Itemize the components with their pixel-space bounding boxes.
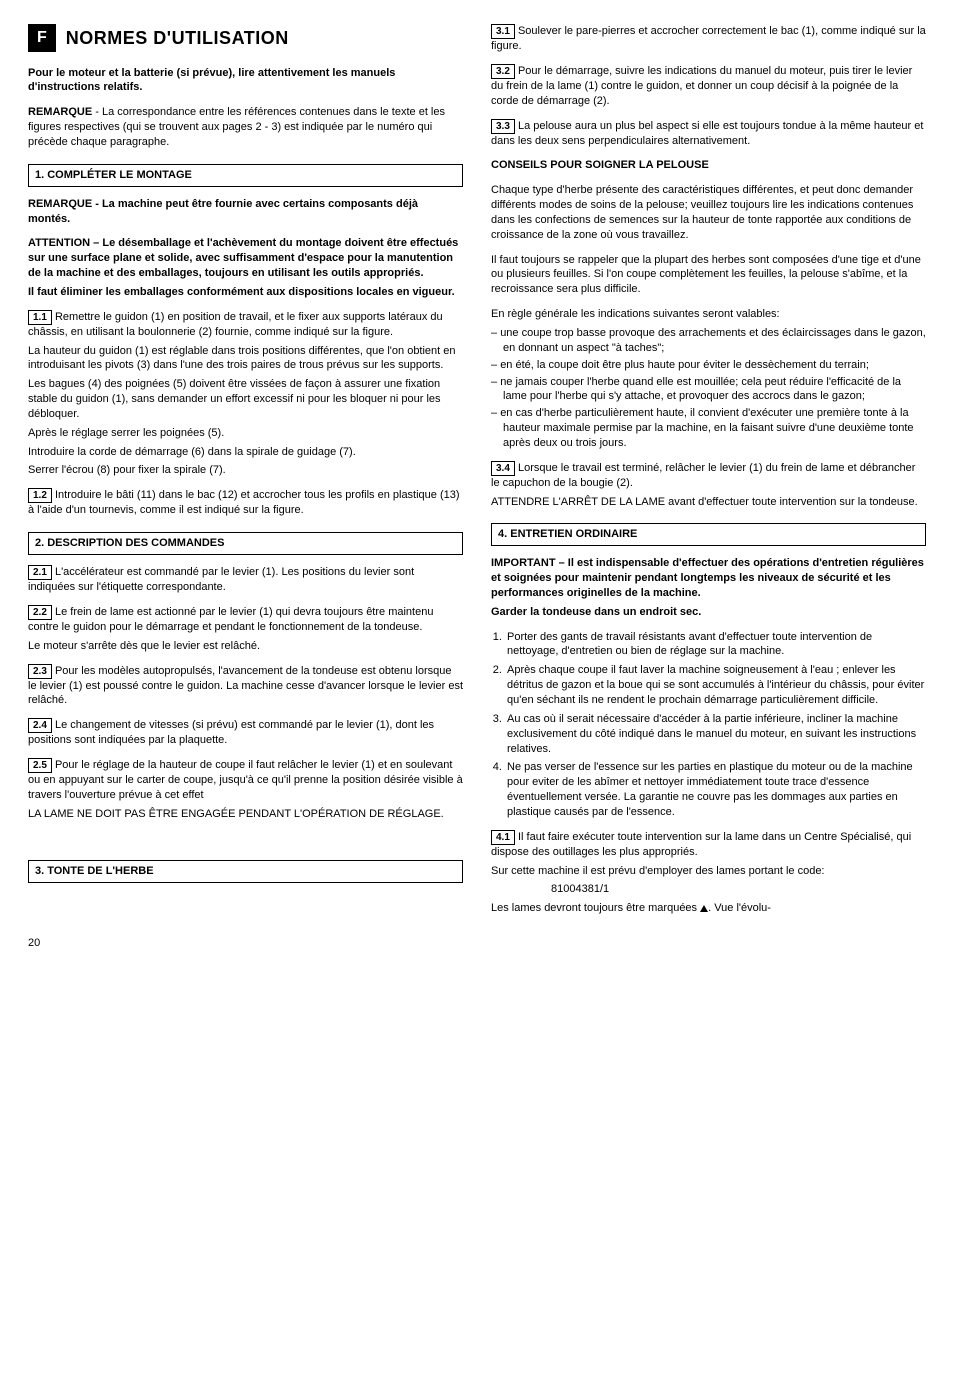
block-2-4: 2.4 Le changement de vitesses (si prévu)… (28, 718, 463, 748)
section-3-header: 3. TONTE DE L'HERBE (28, 860, 463, 883)
numbox-1-2: 1.2 (28, 488, 52, 503)
triangle-icon (700, 905, 708, 912)
s4-p1: IMPORTANT – Il est indispensable d'effec… (491, 556, 926, 601)
numbox-3-2: 3.2 (491, 64, 515, 79)
block-2-1: 2.1 L'accélérateur est commandé par le l… (28, 565, 463, 595)
s4-last-line: Les lames devront toujours être marquées… (491, 901, 926, 916)
list-item: Ne pas verser de l'essence sur les parti… (505, 760, 926, 819)
s1-p3: Il faut éliminer les emballages conformé… (28, 285, 463, 300)
section-1-header: 1. COMPLÉTER LE MONTAGE (28, 164, 463, 187)
numbox-2-3: 2.3 (28, 664, 52, 679)
block-3-2: 3.2 Pour le démarrage, suivre les indica… (491, 64, 926, 109)
section-2-header: 2. DESCRIPTION DES COMMANDES (28, 532, 463, 555)
list-item: une coupe trop basse provoque des arrach… (491, 326, 926, 356)
blade-code: 81004381/1 (491, 882, 926, 897)
list-item: en cas d'herbe particulièrement haute, i… (491, 406, 926, 451)
numbox-2-2: 2.2 (28, 605, 52, 620)
block-2-5: 2.5 Pour le réglage de la hauteur de cou… (28, 758, 463, 822)
intro-p1: Pour le moteur et la batterie (si prévue… (28, 66, 463, 96)
block-4-1: 4.1 Il faut faire exécuter toute interve… (491, 830, 926, 916)
numbox-3-1: 3.1 (491, 24, 515, 39)
intro-p2: REMARQUE - La correspondance entre les r… (28, 105, 463, 150)
conseils-p2: Il faut toujours se rappeler que la plup… (491, 253, 926, 298)
list-item: Au cas où il serait nécessaire d'accéder… (505, 712, 926, 757)
conseils-list: une coupe trop basse provoque des arrach… (491, 326, 926, 451)
list-item: Après chaque coupe il faut laver la mach… (505, 663, 926, 708)
numbox-1-1: 1.1 (28, 310, 52, 325)
page-number: 20 (28, 936, 926, 951)
s1-p1: REMARQUE - La machine peut être fournie … (28, 197, 463, 227)
page-title: NORMES D'UTILISATION (66, 26, 289, 50)
numbox-4-1: 4.1 (491, 830, 515, 845)
block-3-4: 3.4 Lorsque le travail est terminé, relâ… (491, 461, 926, 510)
section-4-header: 4. ENTRETIEN ORDINAIRE (491, 523, 926, 546)
conseils-p3: En règle générale les indications suivan… (491, 307, 926, 322)
numbox-3-3: 3.3 (491, 119, 515, 134)
list-item: Porter des gants de travail résistants a… (505, 630, 926, 660)
block-2-3: 2.3 Pour les modèles autopropulsés, l'av… (28, 664, 463, 709)
language-flag: F (28, 24, 56, 52)
block-2-2: 2.2 Le frein de lame est actionné par le… (28, 605, 463, 654)
conseils-p1: Chaque type d'herbe présente des caracté… (491, 183, 926, 242)
numbox-2-1: 2.1 (28, 565, 52, 580)
list-item: ne jamais couper l'herbe quand elle est … (491, 375, 926, 405)
conseils-header: CONSEILS POUR SOIGNER LA PELOUSE (491, 158, 926, 173)
block-3-3: 3.3 La pelouse aura un plus bel aspect s… (491, 119, 926, 149)
s1-p2: ATTENTION – Le désemballage et l'achèvem… (28, 236, 463, 281)
numbox-2-5: 2.5 (28, 758, 52, 773)
block-1-1: 1.1 Remettre le guidon (1) en position d… (28, 310, 463, 479)
block-1-2: 1.2 Introduire le bâti (11) dans le bac … (28, 488, 463, 518)
block-3-1: 3.1 Soulever le pare-pierres et accroche… (491, 24, 926, 54)
list-item: en été, la coupe doit être plus haute po… (491, 358, 926, 373)
s4-p2: Garder la tondeuse dans un endroit sec. (491, 605, 926, 620)
spacer (28, 832, 463, 847)
s4-list: Porter des gants de travail résistants a… (491, 630, 926, 820)
numbox-3-4: 3.4 (491, 461, 515, 476)
numbox-2-4: 2.4 (28, 718, 52, 733)
page-header: F NORMES D'UTILISATION (28, 24, 463, 52)
